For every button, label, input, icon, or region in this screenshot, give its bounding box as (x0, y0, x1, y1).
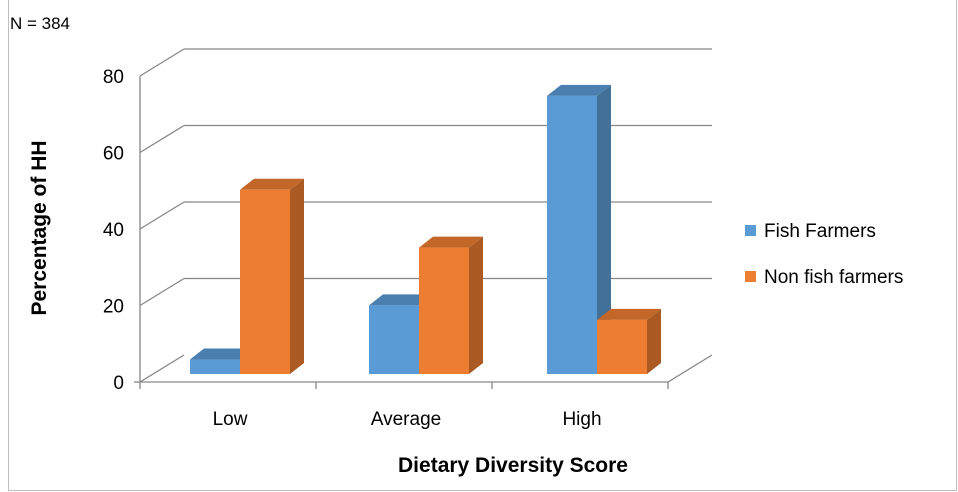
bar-front (240, 189, 290, 374)
bar-front (419, 247, 469, 374)
bar-top (369, 294, 433, 306)
bars (190, 84, 661, 375)
bar-top (190, 348, 254, 360)
x-axis-title: Dietary Diversity Score (398, 454, 628, 477)
y-tick-label: 80 (103, 67, 124, 88)
grid-diagonal (139, 48, 185, 77)
grid-diagonal (139, 354, 185, 383)
legend-swatch (745, 271, 756, 282)
y-tick-label: 60 (103, 144, 124, 165)
bar-front (190, 359, 240, 374)
bar-fish-farmers-high (547, 84, 611, 375)
grid-diagonal (139, 124, 185, 154)
legend-label: Fish Farmers (764, 221, 876, 242)
legend-label: Non fish farmers (764, 267, 903, 288)
chart-floor (139, 354, 713, 389)
bar-side (597, 84, 611, 375)
bar-top (547, 84, 611, 96)
bar-top (419, 236, 483, 248)
bar-side (469, 236, 483, 374)
y-axis-title: Percentage of HH (28, 140, 51, 315)
legend: Fish Farmers Non fish farmers (745, 221, 903, 288)
grid-diagonal (139, 201, 185, 230)
y-tick-label: 20 (103, 297, 124, 318)
bar-non-fish-farmers-high (597, 308, 661, 374)
y-tick-label: 0 (113, 373, 124, 394)
legend-swatch (745, 225, 756, 236)
y-tick-labels: 0 20 40 60 80 (103, 67, 124, 394)
bar-front (597, 319, 647, 374)
y-tick-label: 40 (103, 220, 124, 241)
bar-front (547, 95, 597, 375)
grid-diagonal (139, 277, 185, 307)
chart-frame (8, 0, 957, 491)
x-tick-label: High (562, 409, 601, 430)
bar-side (290, 178, 304, 374)
x-tick-label: Average (371, 409, 441, 430)
x-tick-label: Low (213, 409, 248, 430)
bar-top (240, 178, 304, 190)
bar-front (369, 305, 419, 374)
x-tick-labels: Low Average High (213, 409, 602, 430)
bar-non-fish-farmers-average (419, 236, 483, 374)
bar-non-fish-farmers-low (240, 178, 304, 374)
sample-size-note: N = 384 (10, 14, 71, 33)
bar-side (647, 308, 661, 374)
bar-top (597, 308, 661, 320)
